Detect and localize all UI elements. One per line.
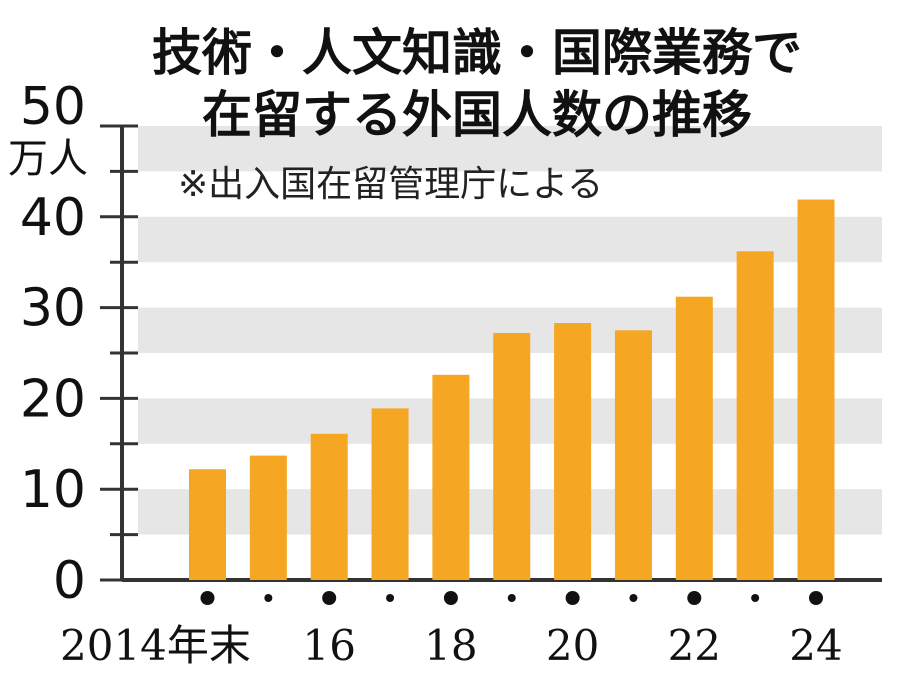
y-tick-label: 0: [53, 551, 86, 611]
x-tick-label: 16: [302, 621, 355, 670]
bar: [675, 296, 713, 580]
x-tick-label: 20: [546, 621, 599, 670]
x-tick-label: 2014年末: [60, 621, 251, 670]
x-tick-dot: [386, 594, 395, 602]
x-tick-dot: [809, 591, 823, 605]
chart-title-line-1: 技術・人文知識・国際業務で: [152, 24, 802, 82]
bar: [249, 455, 287, 580]
bar: [736, 251, 774, 580]
x-tick-dot: [687, 591, 702, 605]
y-tick-label: 50: [20, 77, 86, 137]
x-tick-dot: [565, 591, 580, 605]
bar: [797, 199, 835, 580]
bar: [371, 408, 409, 580]
y-tick-label: 30: [20, 279, 86, 339]
x-tick-dot: [264, 594, 273, 602]
x-tick-label: 24: [789, 621, 842, 670]
bar: [189, 469, 226, 580]
y-tick-label: 40: [20, 188, 86, 248]
y-tick-label: 10: [20, 460, 86, 520]
x-tick-label: 22: [668, 621, 721, 670]
bar: [493, 333, 531, 580]
x-tick-dot: [443, 591, 458, 605]
bar: [554, 323, 592, 580]
y-axis-unit: 万人: [8, 136, 88, 182]
bars: [189, 199, 835, 580]
x-tick-dot: [629, 594, 638, 602]
x-tick-dot: [200, 591, 215, 605]
x-axis: 2014年末 16 18 20 22 24: [60, 591, 843, 670]
bar: [432, 374, 470, 580]
x-tick-dot: [322, 591, 337, 605]
y-tick-label: 20: [20, 369, 86, 429]
bar: [614, 330, 652, 580]
grid-band: [138, 126, 882, 172]
x-tick-dot: [751, 594, 760, 602]
chart-title-line-2: 在留する外国人数の推移: [202, 86, 752, 144]
bar: [310, 433, 348, 580]
x-tick-label: 18: [424, 621, 477, 670]
x-tick-dot: [507, 594, 516, 602]
source-note: ※出入国在留管理庁による: [178, 164, 603, 205]
